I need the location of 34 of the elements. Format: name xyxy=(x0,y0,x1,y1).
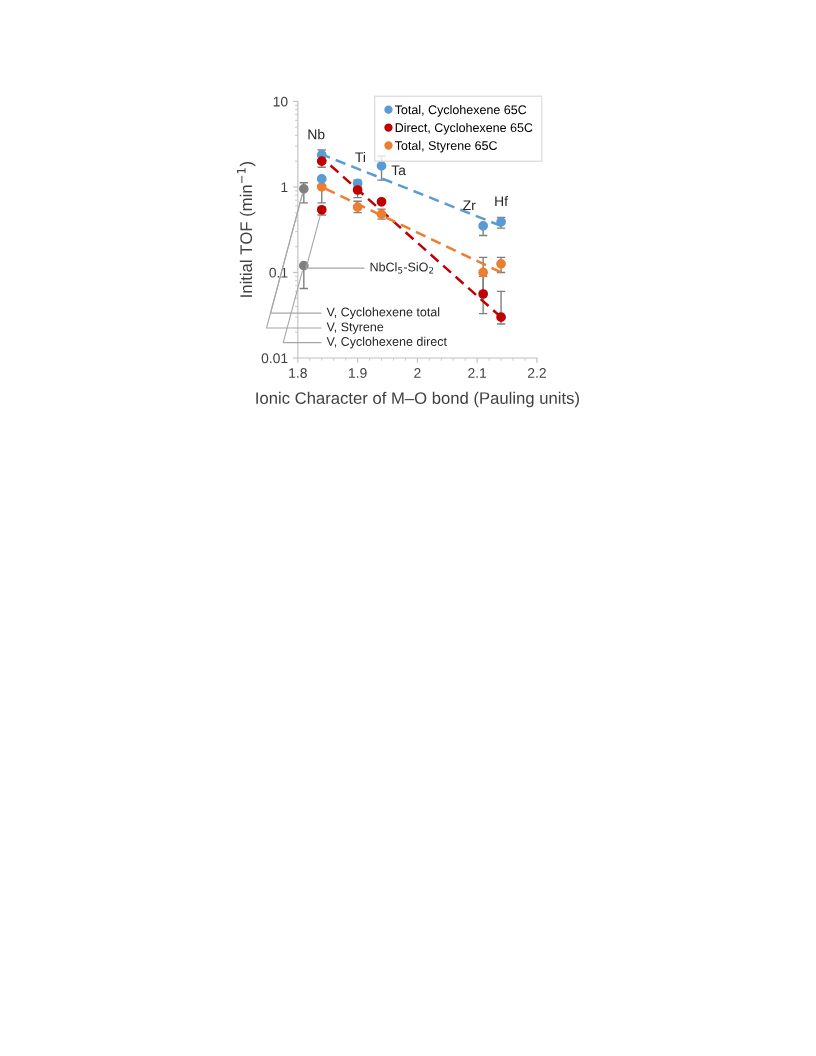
y-tick-label: 1 xyxy=(281,182,288,192)
legend-label: Direct, Cyclohexene 65C xyxy=(395,122,533,135)
point xyxy=(478,289,488,299)
x-tick-label: 1.8 xyxy=(289,368,307,378)
point xyxy=(478,221,488,231)
point xyxy=(298,260,309,271)
annotation: V, Styrene xyxy=(326,322,384,334)
point xyxy=(496,259,506,269)
x-axis-title: Ionic Character of M–O bond (Pauling units) xyxy=(256,391,579,408)
x-tick-label: 2 xyxy=(414,368,421,378)
annotation: Hf xyxy=(495,195,509,207)
y-tick-label: 0.1 xyxy=(269,267,288,278)
point xyxy=(376,196,387,207)
annotation: Ta xyxy=(391,165,406,176)
x-tick-label: 2.1 xyxy=(468,368,487,378)
point xyxy=(376,161,387,171)
x-tick-label: 2.2 xyxy=(527,368,546,378)
annotation: NbCl$_{5}$-SiO$_{2}$ xyxy=(370,262,434,274)
point xyxy=(316,182,327,192)
y-tick-label: 0.01 xyxy=(261,353,288,364)
annotation: V, Cyclohexene total xyxy=(326,307,440,319)
point xyxy=(352,185,363,195)
legend-label: Total, Styrene 65C xyxy=(394,140,498,153)
point xyxy=(496,312,506,323)
y-tick-label: 10 xyxy=(273,96,288,107)
point xyxy=(478,267,488,278)
annotation: V, Cyclohexene direct xyxy=(326,336,447,349)
annotation: Nb xyxy=(308,129,325,140)
legend-label: Total, Cyclohexene 65C xyxy=(394,104,527,117)
annotation: Ti xyxy=(355,151,365,162)
y-axis-title: Initial TOF (min$^{−1}$) xyxy=(237,162,256,297)
annotation: Zr xyxy=(463,200,476,211)
point xyxy=(298,183,309,194)
x-tick-label: 1.9 xyxy=(349,368,367,378)
